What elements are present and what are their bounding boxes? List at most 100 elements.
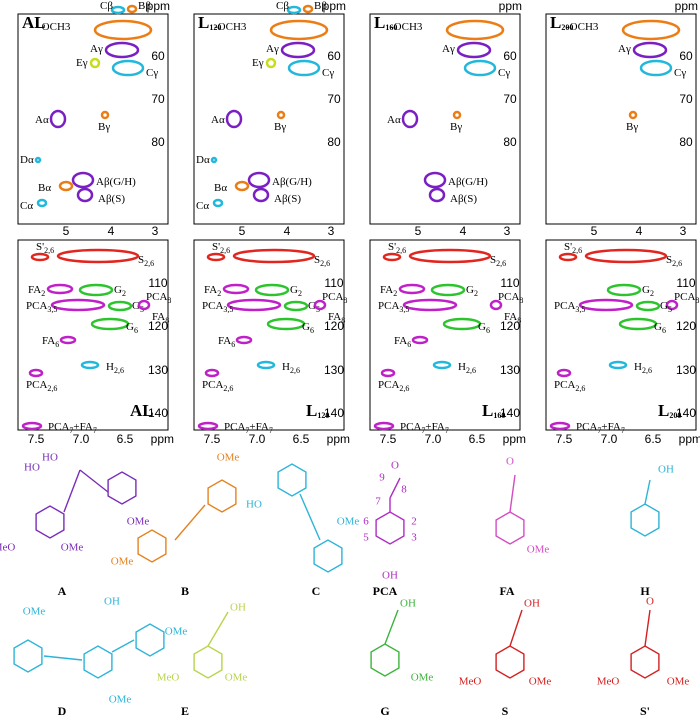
peak-label-part: 6 (231, 340, 235, 349)
peak-label-part: PCA (576, 421, 597, 433)
panel-label-part: 160 (493, 411, 505, 420)
peak-label: Cα (196, 200, 209, 212)
spectrum-frame (369, 13, 521, 225)
x-tick-label: 7.5 (204, 432, 221, 446)
y-tick-label: 140 (676, 406, 696, 420)
atom-label: 5 (363, 532, 369, 544)
peak-label-part: 7 (597, 426, 601, 435)
peak-label-part: 8 (343, 296, 347, 305)
peak-label-part: Cα (20, 200, 33, 212)
atom-label: MeO (597, 676, 620, 688)
contour-peak (398, 283, 426, 295)
structure-name: E (181, 704, 189, 718)
peak-label-part: PCA (554, 379, 575, 391)
peak-label-part: 2,6 (220, 246, 230, 255)
peak-label: Aβ(S) (450, 193, 477, 205)
peak-label-part: PCA (554, 300, 575, 312)
peak-label-part: PCA (322, 291, 343, 303)
x-tick-label: 3 (680, 224, 687, 238)
peak-label-part: 2 (41, 289, 45, 298)
atom-label: OH (230, 602, 246, 614)
peak-label-part: S' (564, 241, 572, 253)
contour-peak (632, 41, 668, 59)
contour-peak (59, 335, 77, 345)
y-tick-label: 80 (327, 135, 341, 149)
panel-label-part: L (658, 401, 669, 420)
panel-label-part: 120 (317, 411, 329, 420)
contour-peak (89, 57, 101, 69)
peak-label-part: H (106, 361, 114, 373)
peak-label: PCA7+FA7 (48, 421, 97, 436)
x-tick-label: 6.5 (469, 432, 486, 446)
peak-label-part: 2 (217, 289, 221, 298)
peak-label: Bγ (626, 121, 638, 133)
peak-label-part: 6 (310, 326, 314, 335)
x-tick-label: 4 (636, 224, 643, 238)
peak-label-part: 7 (269, 426, 273, 435)
atom-label: 9 (379, 472, 385, 484)
peak-label-part: 7 (245, 426, 249, 435)
contour-peak (578, 298, 634, 312)
x-tick-label: 7.0 (73, 432, 90, 446)
y-tick-label: 130 (148, 363, 168, 377)
structure-name: H (640, 584, 650, 598)
bond (384, 609, 399, 645)
contour-peak (411, 335, 429, 345)
peak-label-part: 8 (517, 316, 521, 325)
peak-label-part: 2,6 (399, 384, 409, 393)
peak-label-part: G (290, 284, 298, 296)
contour-peak (232, 248, 316, 264)
y-tick-label: 120 (148, 319, 168, 333)
peak-label-part: 2,6 (575, 384, 585, 393)
x-tick-label: 5 (63, 224, 70, 238)
peak-label-part: FA (152, 311, 165, 323)
peak-label: FA6 (42, 335, 59, 350)
peak-label-part: +FA (601, 421, 621, 433)
structure-name: G (380, 704, 389, 718)
contour-peak (442, 317, 482, 331)
benzene-ring (137, 529, 167, 563)
peak-label: Aβ(G/H) (96, 176, 136, 188)
axis-unit: ppm (147, 0, 170, 13)
peak-label: S2,6 (490, 254, 506, 269)
peak-label: PCA7+FA7 (224, 421, 273, 436)
contour-peak (665, 299, 679, 311)
y-tick-label: 70 (679, 92, 693, 106)
bond (644, 609, 651, 647)
peak-label: Bγ (450, 121, 462, 133)
peak-label: Dα (196, 154, 210, 166)
peak-label-part: Dα (196, 154, 210, 166)
peak-label-part: H (458, 361, 466, 373)
spectrum-frame (17, 13, 169, 225)
peak-label-part: 2,6 (496, 259, 506, 268)
peak-label-part: Aβ(S) (98, 193, 125, 205)
contour-peak (93, 19, 153, 41)
peak-label-part: Aβ(G/H) (96, 176, 136, 188)
panel-title-part: 160 (385, 23, 397, 32)
peak-label-part: Eγ (252, 57, 264, 69)
peak-label: Bα (214, 182, 227, 194)
panel-title-part: 200 (561, 23, 573, 32)
peak-label-part: -OCH3 (214, 21, 247, 33)
peak-label-part: 3,5 (399, 305, 409, 314)
peak-label-part: 2,6 (47, 384, 57, 393)
axis-unit: ppm (327, 432, 350, 446)
atom-label: OMe (411, 672, 434, 684)
peak-label: PCA2,6 (378, 379, 409, 394)
peak-label: G6 (126, 321, 138, 336)
contour-peak (608, 360, 628, 370)
x-tick-label: 3 (152, 224, 159, 238)
contour-peak (286, 5, 302, 15)
peak-label: FA2 (380, 284, 397, 299)
contour-peak (628, 110, 638, 120)
contour-peak (76, 187, 94, 203)
peak-label-part: 7 (445, 426, 449, 435)
atom-label: OMe (529, 676, 552, 688)
y-tick-label: 130 (676, 363, 696, 377)
atom-label: OMe (225, 672, 248, 684)
contour-peak (287, 59, 321, 77)
peak-label-part: -OCH3 (38, 21, 71, 33)
peak-label-part: 3,5 (223, 305, 233, 314)
contour-peak (280, 41, 316, 59)
benzene-ring (135, 623, 165, 657)
